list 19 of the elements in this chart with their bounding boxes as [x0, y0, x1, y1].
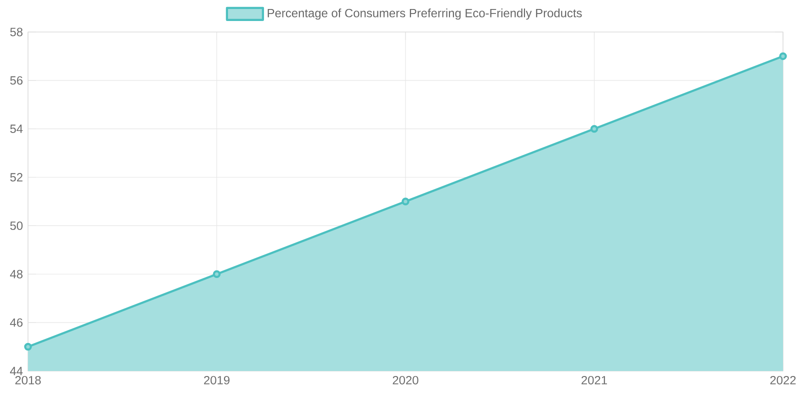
y-tick-label: 52: [10, 173, 22, 182]
x-tick-label: 2018: [15, 376, 41, 384]
y-tick-label: 56: [10, 76, 23, 85]
y-tick-label: 46: [10, 318, 23, 327]
y-tick-label: 48: [10, 270, 23, 278]
y-tick-label: 58: [10, 28, 23, 36]
legend-label: Percentage of Consumers Preferring Eco-Friendly Products: [268, 8, 582, 20]
y-tick-label: 44: [10, 366, 23, 376]
point: [779, 52, 787, 60]
x-tick-label: 2022: [770, 376, 796, 384]
y-tick-label: 50: [10, 221, 23, 230]
x-tick-label: 2021: [582, 376, 607, 384]
y-tick-label: 54: [10, 124, 23, 134]
point: [24, 342, 32, 351]
point: [590, 124, 598, 133]
x-tick-label: 2019: [204, 376, 230, 384]
x-tick-label: 2020: [392, 376, 418, 384]
point: [212, 270, 221, 278]
point: [402, 198, 410, 206]
